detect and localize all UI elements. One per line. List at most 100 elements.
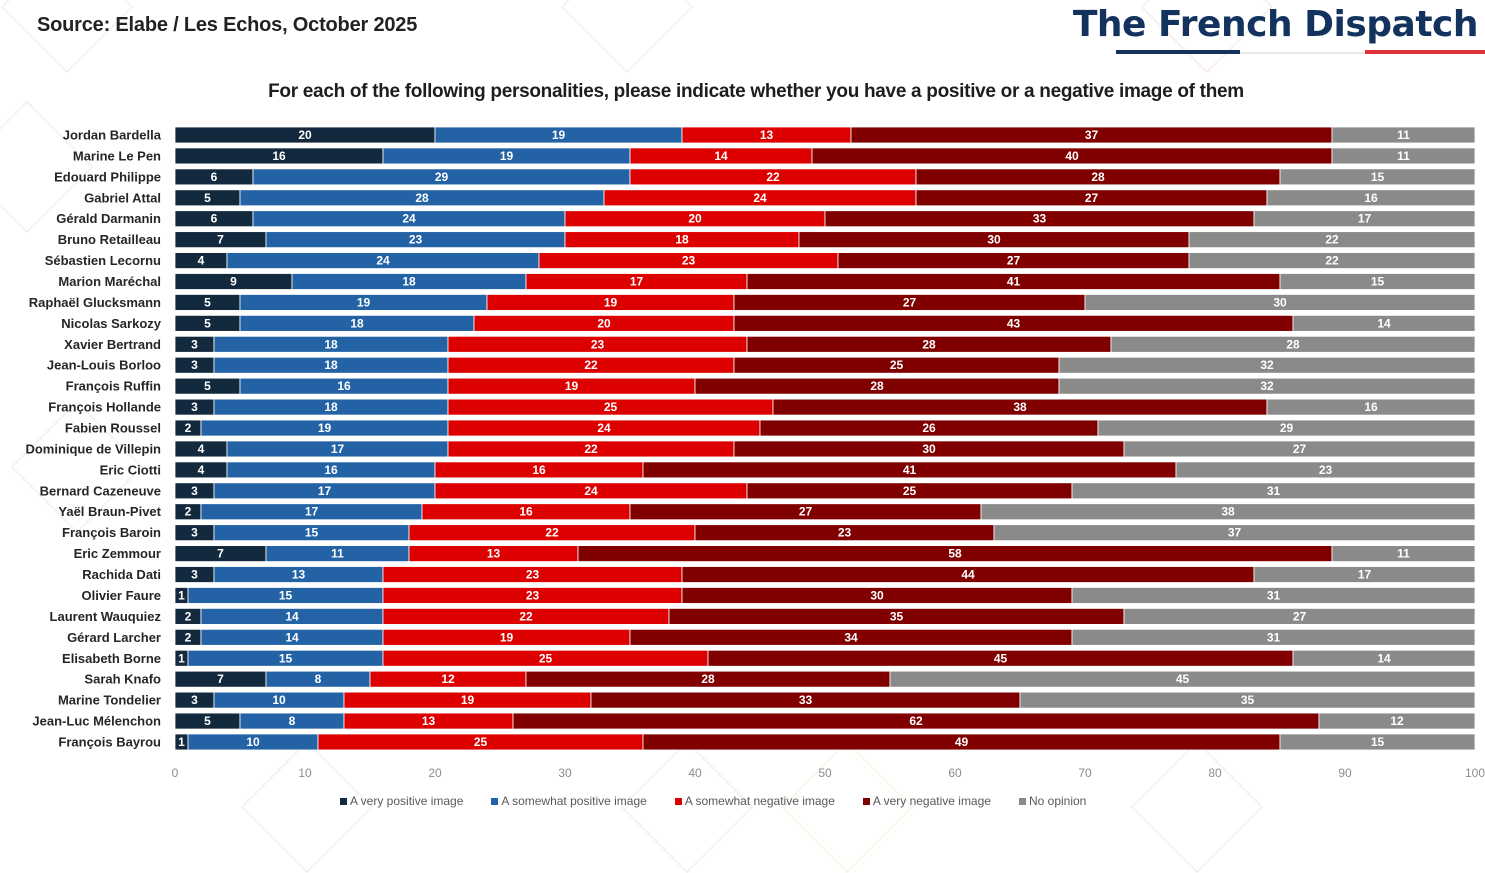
data-label: 25 [474,735,488,749]
data-label: 17 [1358,212,1372,226]
brand-underline-white [1240,52,1365,54]
data-label: 31 [1267,630,1281,644]
category-label: Edouard Philippe [54,169,161,184]
category-label: Rachida Dati [82,567,161,582]
category-labels-group: Jordan Bardella Marine Le Pen Edouard Phil… [25,128,161,750]
data-label: 58 [948,547,962,561]
data-label: 20 [688,212,702,226]
data-label: 16 [272,149,286,163]
data-label: 32 [1260,379,1274,393]
data-label: 3 [191,400,198,414]
category-label: Olivier Faure [82,588,161,603]
data-label: 35 [890,609,904,623]
data-label: 13 [760,128,774,142]
data-label: 41 [903,463,917,477]
legend-label: A very negative image [872,794,991,808]
data-label: 49 [955,735,969,749]
data-label: 23 [409,233,423,247]
data-label: 26 [922,421,936,435]
data-label: 13 [292,568,306,582]
category-label: Bruno Retailleau [58,232,161,247]
data-label: 27 [1085,191,1099,205]
data-label: 17 [305,505,319,519]
data-label: 1 [178,651,185,665]
data-label: 41 [1007,275,1021,289]
data-label: 11 [1397,149,1410,163]
data-label: 15 [279,588,293,602]
data-label: 18 [350,316,364,330]
data-label: 25 [539,651,553,665]
data-label: 5 [204,714,211,728]
category-label: Bernard Cazeneuve [40,483,161,498]
x-tick-label: 70 [1078,766,1092,780]
data-label: 17 [318,484,332,498]
bar-segment [1188,231,1476,249]
data-label: 17 [1358,568,1372,582]
data-label: 31 [1267,588,1281,602]
data-label: 12 [441,672,455,686]
x-tick-label: 0 [172,766,179,780]
data-label: 19 [318,421,332,435]
bar-segment [1266,189,1476,207]
bar-segment [1292,314,1476,332]
x-tick-label: 50 [818,766,832,780]
data-label: 23 [1319,463,1333,477]
bar-segment [1292,649,1476,667]
bar-segment [1123,607,1476,625]
legend-item: A very negative image [862,794,991,808]
bar-segment [1084,294,1476,311]
source-caption: Source: Elabe / Les Echos, October 2025 [37,14,418,36]
bar-segment [1071,482,1476,500]
data-label: 24 [753,191,767,205]
data-label: 18 [324,337,338,351]
data-label: 15 [305,526,319,540]
data-label: 37 [1228,526,1242,540]
data-label: 20 [597,316,611,330]
bar-segment [1110,335,1476,353]
data-label: 30 [1273,295,1287,309]
legend-item: A somewhat negative image [674,794,835,808]
data-label: 22 [519,609,533,623]
data-label: 14 [285,609,299,623]
category-label: Fabien Roussel [65,421,161,436]
legend-item: No opinion [1018,794,1086,808]
data-label: 24 [376,254,390,268]
data-label: 3 [191,337,198,351]
category-label: Jean-Luc Mélenchon [32,714,161,729]
data-label: 35 [1241,693,1255,707]
legend-swatch [674,797,682,805]
data-label: 14 [1377,316,1391,330]
category-label: Marine Le Pen [73,148,161,163]
data-label: 1 [178,588,185,602]
data-label: 22 [545,526,559,540]
data-label: 16 [337,379,351,393]
data-label: 27 [1293,609,1307,623]
data-label: 16 [519,505,533,519]
data-label: 24 [597,421,611,435]
data-label: 27 [1007,254,1021,268]
data-label: 19 [500,149,514,163]
data-label: 16 [1364,400,1378,414]
data-label: 15 [279,651,293,665]
data-label: 13 [487,547,501,561]
data-label: 28 [415,191,429,205]
data-label: 11 [1397,128,1410,142]
bar-segment [1175,461,1476,479]
brand-logo: The French Dispatch [1072,4,1479,45]
legend-item: A somewhat positive image [491,794,647,808]
legend-label: A somewhat positive image [501,794,647,808]
data-label: 9 [230,275,237,289]
data-label: 18 [675,233,689,247]
category-label: Laurent Wauquiez [50,609,162,624]
bar-segment [1331,126,1476,144]
data-label: 11 [1397,547,1410,561]
data-label: 5 [204,191,211,205]
brand-underline-red [1365,50,1485,54]
data-label: 23 [526,588,540,602]
data-label: 11 [331,547,344,561]
category-label: Gabriel Attal [84,190,161,205]
data-label: 17 [630,275,644,289]
data-label: 13 [422,714,436,728]
data-label: 22 [584,442,598,456]
data-label: 6 [211,170,218,184]
